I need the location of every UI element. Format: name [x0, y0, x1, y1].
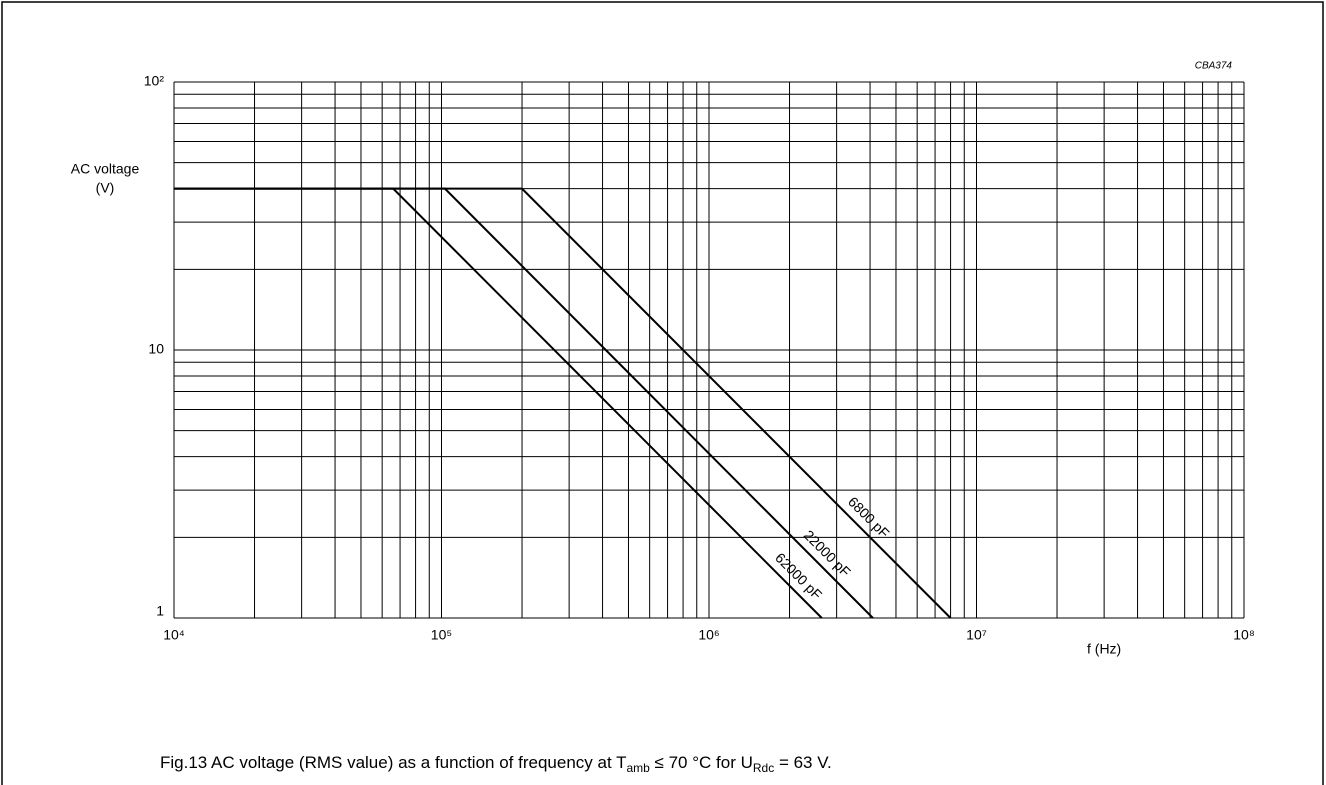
x-axis-label: f (Hz): [1087, 641, 1121, 657]
x-tick-label: 10⁸: [1233, 627, 1255, 643]
y-tick-label: 10: [148, 341, 164, 357]
y-axis-label: AC voltage: [71, 161, 140, 177]
y-axis-label: (V): [96, 180, 115, 196]
caption-part: = 63 V.: [774, 753, 832, 772]
caption-part: ≤ 70 °C for U: [650, 753, 753, 772]
figure-code: CBA374: [1195, 61, 1233, 72]
series-line: [174, 187, 823, 619]
series-label: 6800 pF: [845, 493, 893, 541]
caption-part: Fig.13 AC voltage (RMS value) as a funct…: [160, 753, 626, 772]
x-tick-label: 10⁶: [698, 627, 719, 643]
y-tick-label: 1: [156, 603, 164, 619]
caption: Fig.13 AC voltage (RMS value) as a funct…: [160, 753, 832, 775]
x-tick-label: 10⁵: [431, 627, 452, 643]
caption-subscript: Rdc: [753, 761, 774, 775]
x-tick-label: 10⁷: [966, 627, 987, 643]
caption-subscript: amb: [626, 761, 650, 775]
series-line: [174, 187, 874, 619]
y-tick-label: 10²: [144, 73, 165, 89]
x-tick-label: 10⁴: [163, 627, 185, 643]
